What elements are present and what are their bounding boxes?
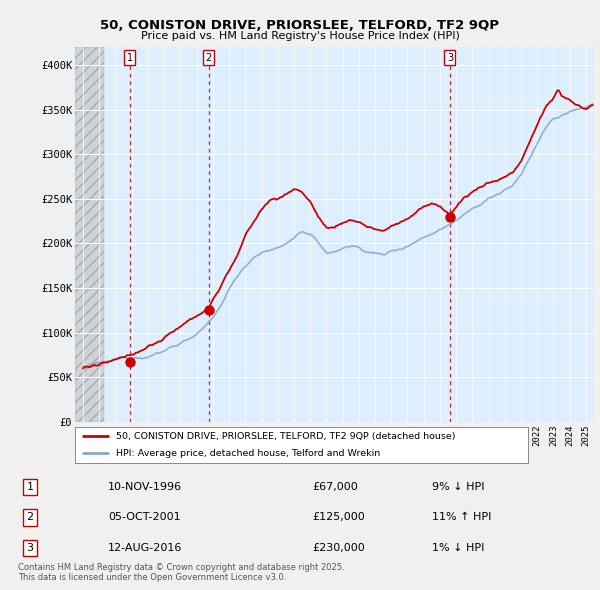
Text: 11% ↑ HPI: 11% ↑ HPI [432, 513, 491, 522]
Text: 2: 2 [26, 513, 34, 522]
Text: 1% ↓ HPI: 1% ↓ HPI [432, 543, 484, 553]
Text: 12-AUG-2016: 12-AUG-2016 [108, 543, 182, 553]
Text: 1: 1 [26, 482, 34, 491]
Text: 10-NOV-1996: 10-NOV-1996 [108, 482, 182, 491]
Text: 05-OCT-2001: 05-OCT-2001 [108, 513, 181, 522]
Text: 50, CONISTON DRIVE, PRIORSLEE, TELFORD, TF2 9QP: 50, CONISTON DRIVE, PRIORSLEE, TELFORD, … [101, 19, 499, 32]
Text: 3: 3 [447, 53, 453, 63]
Text: 50, CONISTON DRIVE, PRIORSLEE, TELFORD, TF2 9QP (detached house): 50, CONISTON DRIVE, PRIORSLEE, TELFORD, … [116, 432, 455, 441]
Bar [75, 47, 104, 422]
Text: £67,000: £67,000 [312, 482, 358, 491]
Text: 2: 2 [206, 53, 212, 63]
Text: Contains HM Land Registry data © Crown copyright and database right 2025.
This d: Contains HM Land Registry data © Crown c… [18, 563, 344, 582]
Text: £125,000: £125,000 [312, 513, 365, 522]
Bar [75, 47, 104, 422]
Text: HPI: Average price, detached house, Telford and Wrekin: HPI: Average price, detached house, Telf… [116, 449, 380, 458]
Text: £230,000: £230,000 [312, 543, 365, 553]
Text: 3: 3 [26, 543, 34, 553]
Text: Price paid vs. HM Land Registry's House Price Index (HPI): Price paid vs. HM Land Registry's House … [140, 31, 460, 41]
Text: 9% ↓ HPI: 9% ↓ HPI [432, 482, 485, 491]
Text: 1: 1 [127, 53, 133, 63]
